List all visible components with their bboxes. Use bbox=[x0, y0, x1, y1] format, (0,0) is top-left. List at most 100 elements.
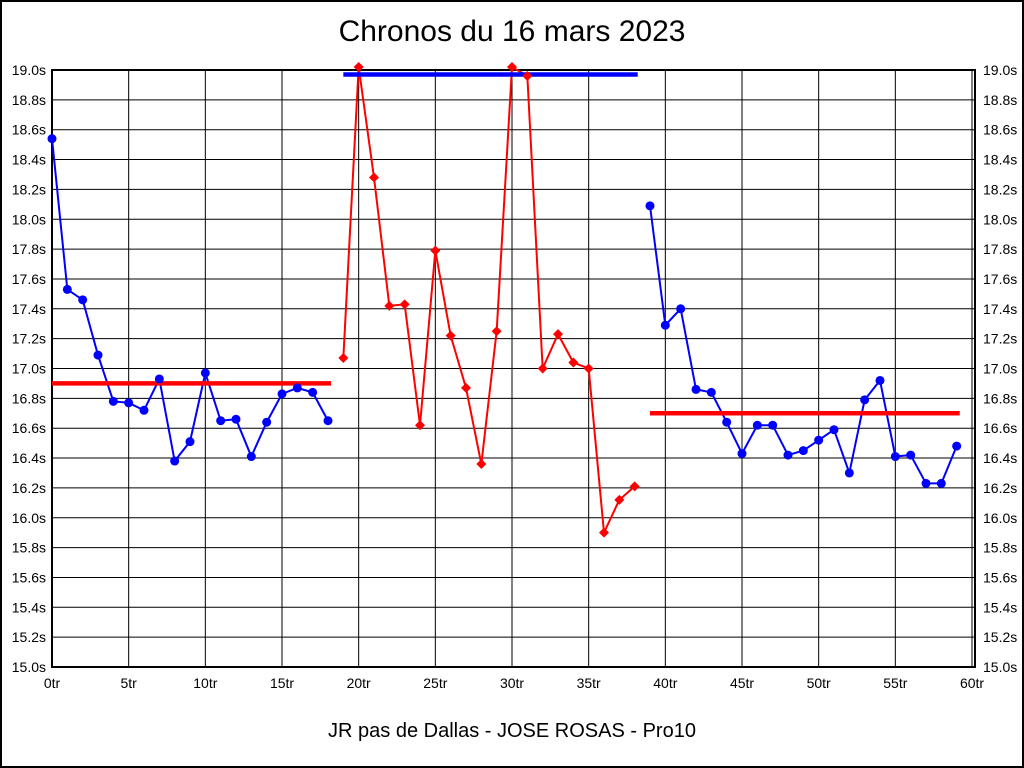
marker-run-3 bbox=[768, 420, 778, 430]
y-tick-label-right: 17.2s bbox=[983, 331, 1017, 347]
marker-run-3 bbox=[906, 450, 916, 460]
y-tick-label-left: 16.4s bbox=[12, 450, 46, 466]
marker-run-3 bbox=[829, 425, 839, 435]
marker-run-3 bbox=[645, 201, 655, 211]
x-tick-label: 15tr bbox=[270, 675, 294, 691]
y-tick-label-right: 18.4s bbox=[983, 152, 1017, 168]
marker-run-3 bbox=[722, 417, 732, 427]
marker-run-3 bbox=[890, 452, 900, 462]
x-tick-label: 30tr bbox=[500, 675, 524, 691]
marker-run-1 bbox=[308, 387, 318, 397]
x-tick-label: 45tr bbox=[730, 675, 754, 691]
y-tick-label-left: 16.0s bbox=[12, 510, 46, 526]
y-tick-label-left: 18.4s bbox=[12, 152, 46, 168]
marker-run-1 bbox=[108, 396, 118, 406]
marker-run-3 bbox=[936, 478, 946, 488]
marker-run-3 bbox=[752, 420, 762, 430]
chart-caption: JR pas de Dallas - JOSE ROSAS - Pro10 bbox=[328, 720, 696, 742]
y-tick-label-right: 17.8s bbox=[983, 241, 1017, 257]
y-tick-label-left: 17.2s bbox=[12, 331, 46, 347]
marker-run-3 bbox=[875, 375, 885, 385]
y-tick-label-left: 18.0s bbox=[12, 211, 46, 227]
marker-run-2 bbox=[614, 494, 625, 505]
marker-run-2 bbox=[430, 245, 441, 256]
marker-run-3 bbox=[660, 320, 670, 330]
marker-run-2 bbox=[583, 363, 594, 374]
marker-run-1 bbox=[323, 416, 333, 426]
marker-run-3 bbox=[860, 395, 870, 405]
y-tick-label-left: 15.4s bbox=[12, 599, 46, 615]
y-tick-label-right: 16.0s bbox=[983, 510, 1017, 526]
x-tick-label: 40tr bbox=[653, 675, 677, 691]
marker-run-1 bbox=[277, 389, 287, 399]
x-tick-label: 5tr bbox=[120, 675, 137, 691]
marker-run-1 bbox=[139, 405, 149, 415]
marker-run-1 bbox=[262, 417, 272, 427]
y-tick-label-left: 15.6s bbox=[12, 569, 46, 585]
y-tick-label-right: 18.0s bbox=[983, 211, 1017, 227]
marker-run-1 bbox=[154, 374, 164, 384]
y-tick-label-right: 18.6s bbox=[983, 122, 1017, 138]
y-tick-label-left: 15.2s bbox=[12, 629, 46, 645]
marker-run-3 bbox=[921, 478, 931, 488]
marker-run-1 bbox=[185, 437, 195, 447]
marker-run-3 bbox=[798, 446, 808, 456]
y-tick-label-left: 15.8s bbox=[12, 540, 46, 556]
marker-run-2 bbox=[629, 481, 640, 492]
marker-run-2 bbox=[599, 527, 609, 538]
chart-title: Chronos du 16 mars 2023 bbox=[338, 15, 686, 48]
y-tick-label-left: 18.8s bbox=[12, 92, 46, 108]
marker-run-3 bbox=[844, 468, 854, 478]
marker-run-1 bbox=[231, 414, 241, 424]
marker-run-1 bbox=[93, 350, 103, 360]
y-tick-label-right: 15.4s bbox=[983, 599, 1017, 615]
marker-run-2 bbox=[553, 329, 563, 340]
marker-run-1 bbox=[124, 398, 134, 408]
marker-run-1 bbox=[62, 284, 72, 294]
x-tick-label: 50tr bbox=[807, 675, 831, 691]
y-tick-label-left: 18.6s bbox=[12, 122, 46, 138]
marker-run-2 bbox=[491, 326, 502, 337]
marker-run-3 bbox=[952, 441, 962, 451]
y-tick-label-left: 17.0s bbox=[12, 361, 46, 377]
x-tick-label: 10tr bbox=[193, 675, 217, 691]
marker-run-1 bbox=[78, 295, 88, 305]
y-tick-label-right: 15.2s bbox=[983, 629, 1017, 645]
marker-run-2 bbox=[461, 382, 471, 393]
marker-run-3 bbox=[814, 435, 824, 445]
marker-run-1 bbox=[47, 134, 57, 144]
x-tick-label: 20tr bbox=[347, 675, 371, 691]
y-tick-label-left: 17.4s bbox=[12, 301, 46, 317]
y-tick-label-left: 17.6s bbox=[12, 271, 46, 287]
y-tick-label-right: 16.8s bbox=[983, 390, 1017, 406]
marker-run-2 bbox=[399, 299, 410, 310]
marker-run-2 bbox=[568, 357, 579, 368]
marker-run-1 bbox=[292, 383, 302, 393]
y-tick-label-right: 18.2s bbox=[983, 181, 1017, 197]
marker-run-2 bbox=[507, 62, 517, 73]
marker-run-2 bbox=[445, 330, 456, 341]
marker-run-2 bbox=[369, 172, 379, 183]
marker-run-1 bbox=[200, 368, 210, 378]
y-tick-label-right: 16.4s bbox=[983, 450, 1017, 466]
series-line-run-2 bbox=[342, 65, 636, 537]
marker-run-1 bbox=[170, 456, 180, 466]
marker-run-2 bbox=[537, 363, 548, 374]
y-tick-label-left: 18.2s bbox=[12, 181, 46, 197]
y-tick-label-right: 17.6s bbox=[983, 271, 1017, 287]
y-tick-label-right: 19.0s bbox=[983, 62, 1017, 78]
series-line-run-1 bbox=[51, 138, 329, 464]
marker-run-1 bbox=[246, 452, 256, 462]
marker-run-2 bbox=[415, 420, 425, 431]
y-tick-label-right: 17.4s bbox=[983, 301, 1017, 317]
marker-run-3 bbox=[783, 450, 793, 460]
y-tick-label-left: 19.0s bbox=[12, 62, 46, 78]
y-tick-label-right: 17.0s bbox=[983, 361, 1017, 377]
y-tick-label-left: 16.2s bbox=[12, 480, 46, 496]
marker-run-3 bbox=[706, 387, 716, 397]
marker-run-2 bbox=[384, 300, 395, 311]
y-tick-label-left: 15.0s bbox=[12, 659, 46, 675]
y-tick-label-right: 16.2s bbox=[983, 480, 1017, 496]
